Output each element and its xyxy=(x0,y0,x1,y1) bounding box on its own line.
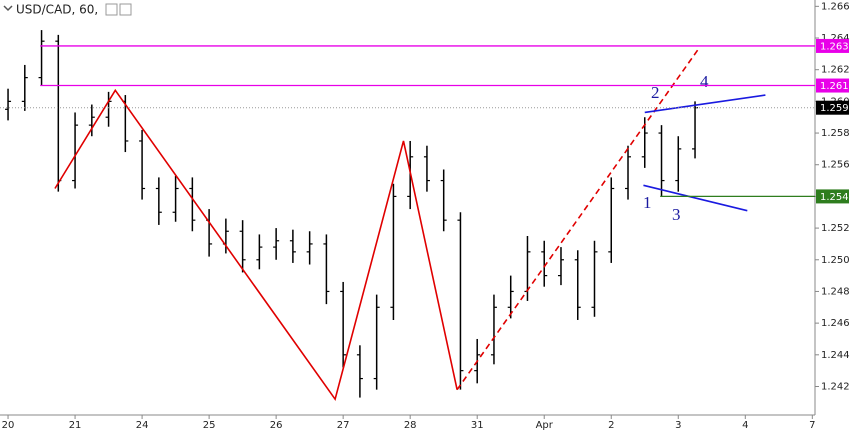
level-price-label: 1.2596 xyxy=(820,103,850,114)
y-tick-label: 1.2640 xyxy=(821,33,850,44)
y-tick-label: 1.2440 xyxy=(821,350,850,361)
y-tick-label: 1.2620 xyxy=(821,65,850,76)
level-price-box xyxy=(816,38,849,53)
y-tick-label: 1.2560 xyxy=(821,160,850,171)
settings-icon[interactable] xyxy=(105,3,118,16)
x-tick-label: 25 xyxy=(203,420,216,431)
level-price-label: 1.2540 xyxy=(820,192,850,203)
level-price-label: 1.2635 xyxy=(820,41,850,52)
x-tick-label: 24 xyxy=(136,420,149,431)
level-price-box xyxy=(816,78,849,93)
y-tick-label: 1.2520 xyxy=(821,223,850,234)
x-tick-label: 31 xyxy=(471,420,484,431)
y-tick-label: 1.2580 xyxy=(821,128,850,139)
header: USD/CAD, 60, xyxy=(3,3,132,17)
chart-title: USD/CAD, 60, xyxy=(16,3,98,17)
x-tick-label: 3 xyxy=(675,420,681,431)
y-tick-label: 1.2660 xyxy=(821,1,850,12)
y-tick-label: 1.2500 xyxy=(821,255,850,266)
x-tick-label: 20 xyxy=(2,420,15,431)
plot-area xyxy=(5,30,699,398)
x-tick-label: 7 xyxy=(809,420,815,431)
y-tick-label: 1.2480 xyxy=(821,286,850,297)
trend-line xyxy=(54,88,458,402)
y-tick-label: 1.2460 xyxy=(821,318,850,329)
trend-line xyxy=(644,94,766,114)
trend-line xyxy=(643,184,748,212)
x-tick-label: 28 xyxy=(404,420,417,431)
level-price-box xyxy=(816,189,849,204)
overlay xyxy=(0,45,815,402)
wave-label: 1 xyxy=(643,193,652,212)
collapse-icon[interactable] xyxy=(3,5,13,12)
x-tick-label: Apr xyxy=(536,420,554,431)
wave-label: 3 xyxy=(672,205,681,224)
x-tick-label: 27 xyxy=(337,420,350,431)
x-tick-label: 4 xyxy=(742,420,748,431)
level-price-box xyxy=(816,100,849,115)
wave-label: 4 xyxy=(700,72,709,91)
x-tick-label: 21 xyxy=(69,420,82,431)
x-tick-label: 2 xyxy=(608,420,614,431)
close-icon[interactable] xyxy=(119,3,132,16)
wave-label: 2 xyxy=(651,83,660,102)
y-tick-label: 1.2420 xyxy=(821,381,850,392)
x-tick-label: 26 xyxy=(270,420,283,431)
level-price-label: 1.2610 xyxy=(820,81,850,92)
